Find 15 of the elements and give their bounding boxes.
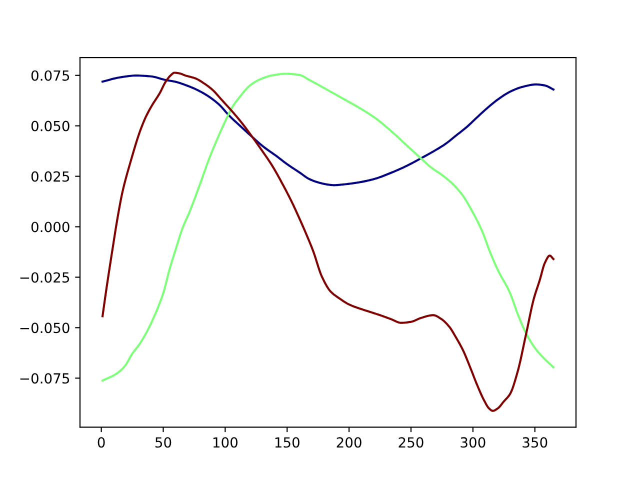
x-tick-label: 150 <box>275 437 300 448</box>
y-tick-label: −0.025 <box>20 272 70 283</box>
x-tick-label: 100 <box>213 437 238 448</box>
y-tick-label: 0.050 <box>31 120 70 132</box>
x-tick-label: 350 <box>522 437 548 448</box>
x-tick-label: 300 <box>460 437 486 448</box>
y-tick-label: 0.025 <box>31 171 70 182</box>
y-tick-label: 0.075 <box>31 70 70 81</box>
y-tick-label: −0.075 <box>20 373 70 384</box>
x-tick-label: 0 <box>98 437 105 448</box>
x-tick-label: 50 <box>155 437 172 448</box>
y-tick-label: 0.000 <box>31 222 70 232</box>
x-tick-label: 200 <box>336 437 362 448</box>
x-tick-label: 250 <box>398 437 424 448</box>
y-tick-label: −0.050 <box>20 322 70 334</box>
